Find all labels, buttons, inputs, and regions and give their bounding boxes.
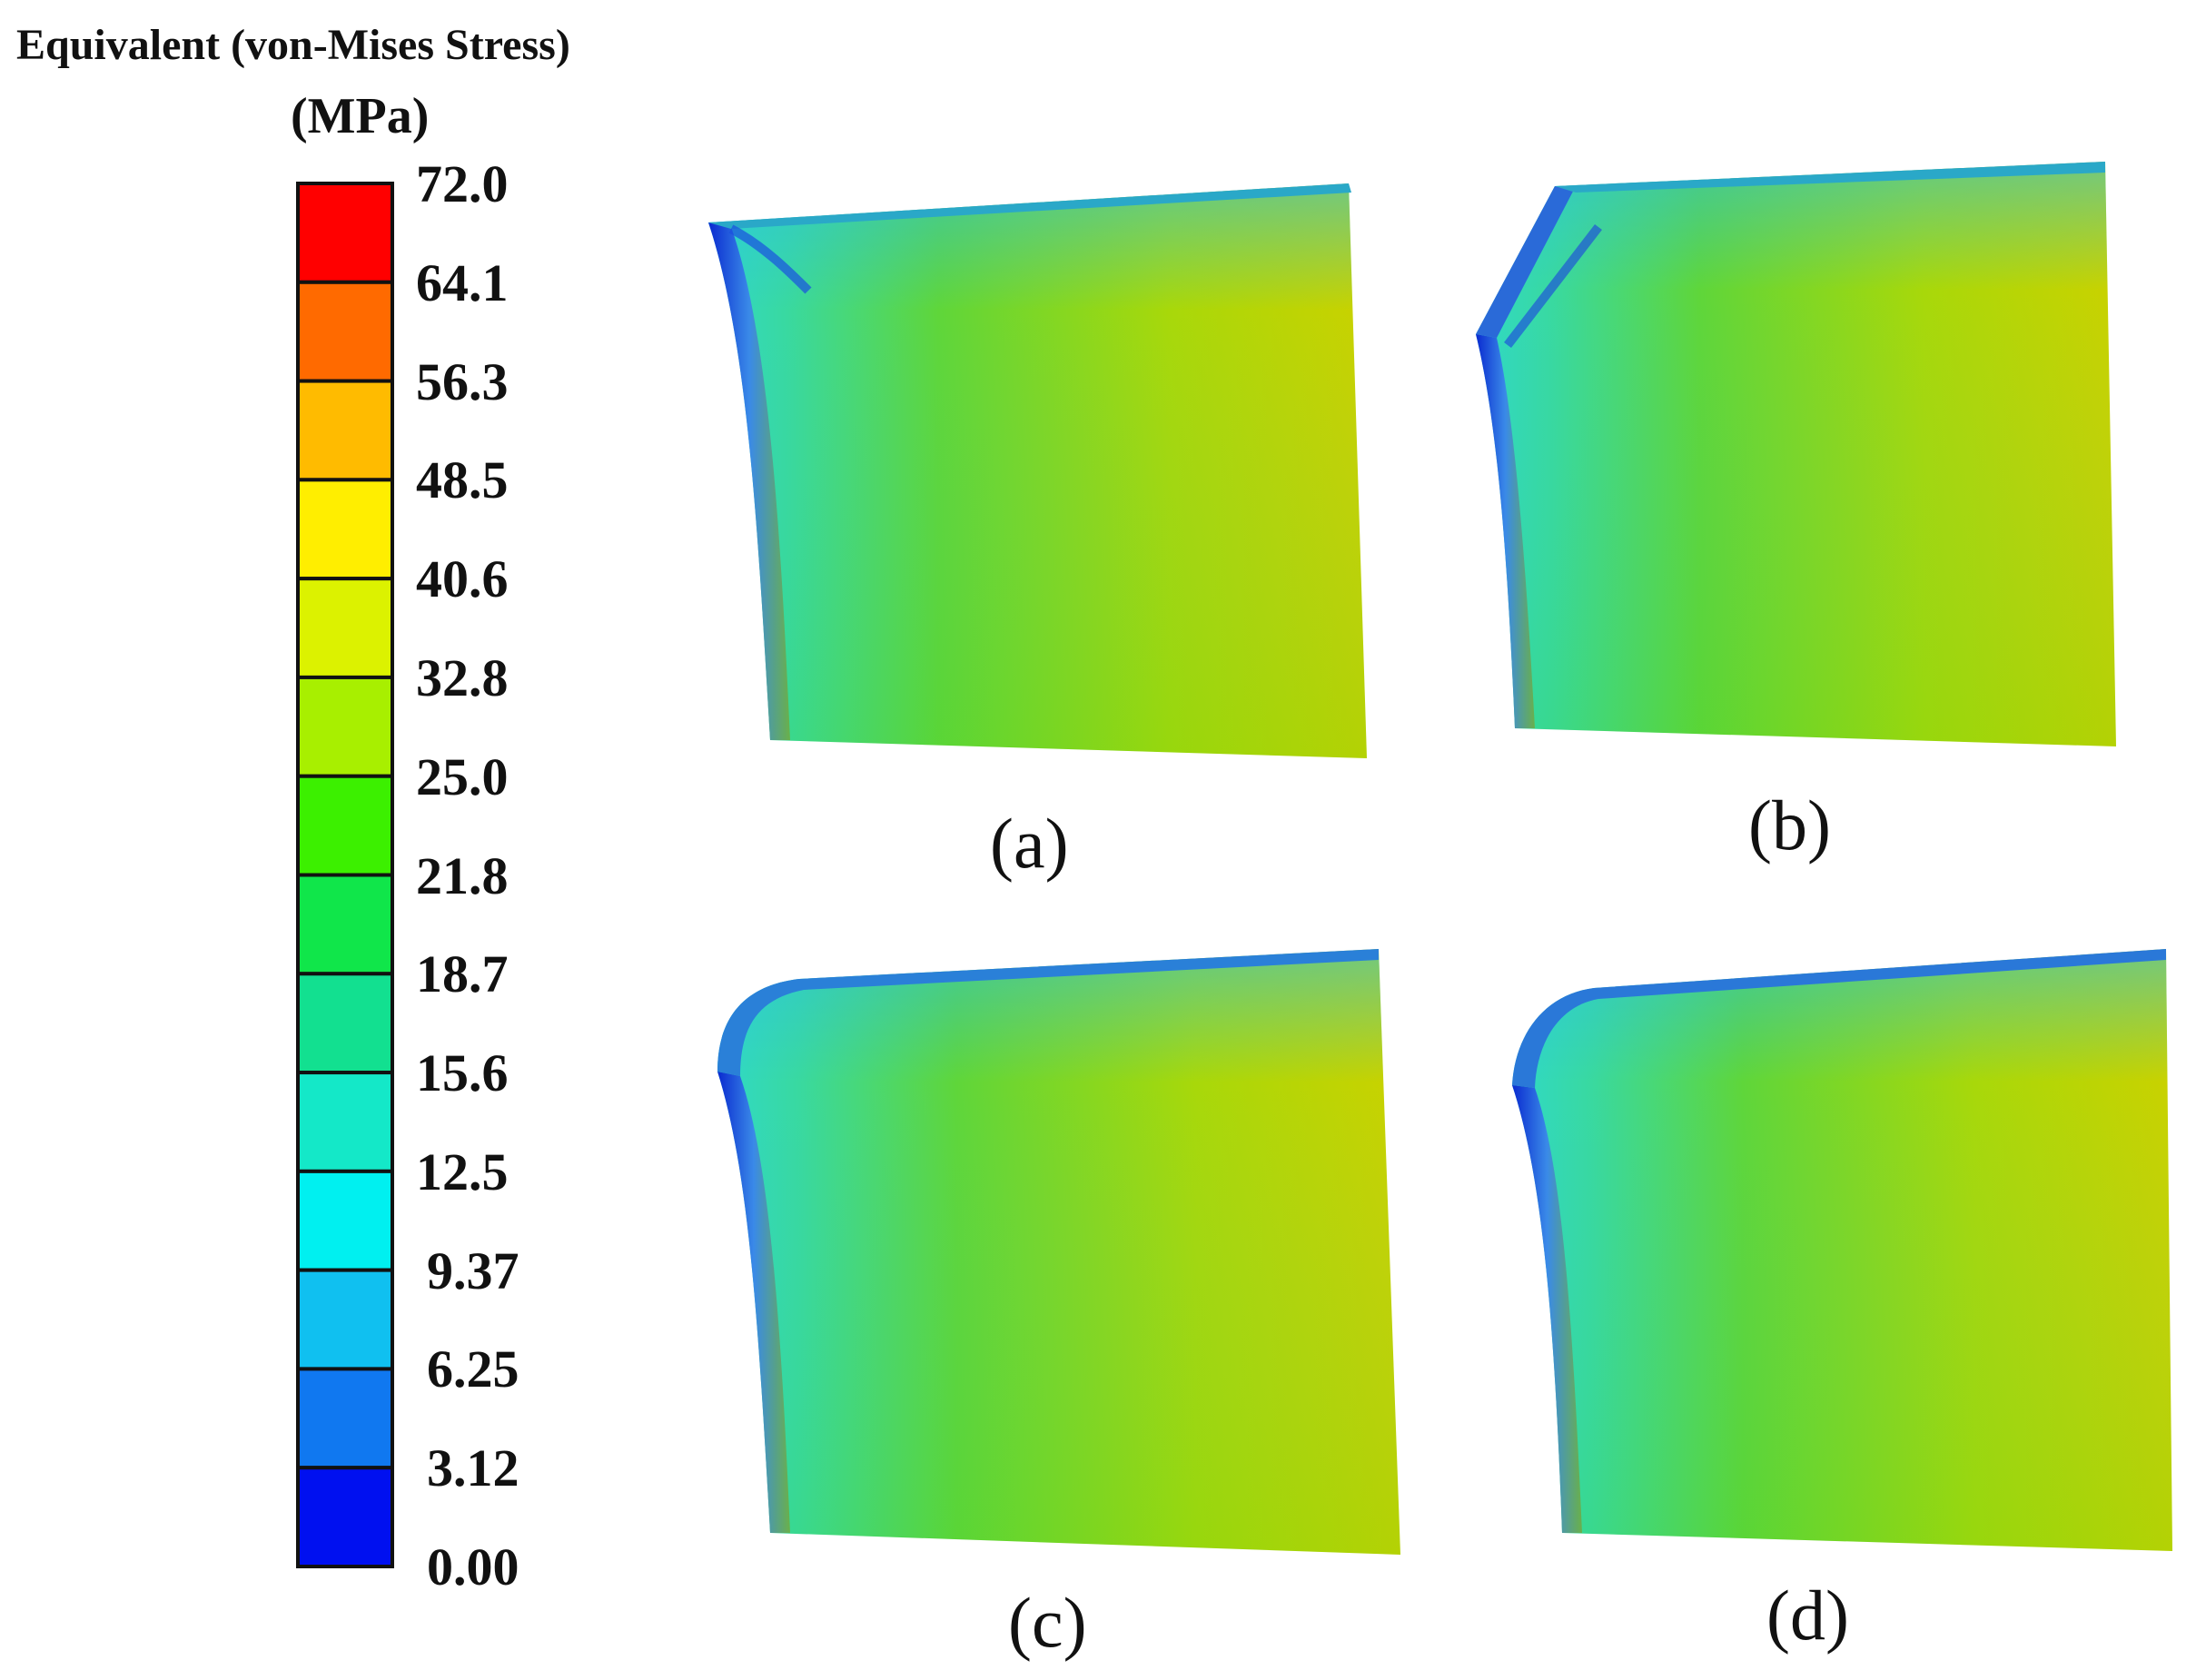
- colorbar-tick-label: 64.1: [416, 252, 509, 312]
- colorbar-band: [296, 1268, 394, 1371]
- colorbar-tick-label: 0.00: [427, 1537, 519, 1596]
- panel-label-a: (a): [990, 804, 1069, 883]
- colorbar-tick-label: 6.25: [427, 1339, 519, 1399]
- colorbar-tick-label: 40.6: [416, 549, 509, 609]
- legend-unit: (MPa): [291, 88, 430, 144]
- panel-label-b: (b): [1748, 786, 1831, 865]
- colorbar-tick-label: 3.12: [427, 1438, 519, 1498]
- colorbar-tick-label: 21.8: [416, 845, 509, 905]
- colorbar-band: [296, 1466, 394, 1568]
- colorbar-band: [296, 280, 394, 383]
- colorbar-band: [296, 774, 394, 877]
- panel-label-c: (c): [1008, 1583, 1087, 1662]
- colorbar-band: [296, 1367, 394, 1470]
- panel-b-model: [1476, 162, 2116, 746]
- colorbar-tick-label: 25.0: [416, 746, 509, 806]
- panel-d-model: [1512, 949, 2172, 1551]
- legend-title: Equivalent (von-Mises Stress): [16, 21, 570, 69]
- colorbar-band: [296, 1071, 394, 1173]
- colorbar-band: [296, 577, 394, 679]
- colorbar-band: [296, 675, 394, 778]
- colorbar-tick-label: 48.5: [416, 450, 509, 510]
- panel-a-model: [708, 183, 1367, 758]
- colorbar-band: [296, 873, 394, 976]
- colorbar-tick-label: 32.8: [416, 647, 509, 707]
- colorbar-tick-label: 9.37: [427, 1240, 519, 1300]
- colorbar-tick-label: 72.0: [416, 154, 509, 213]
- colorbar-tick-label: 12.5: [416, 1141, 509, 1201]
- panel-label-d: (d): [1766, 1576, 1849, 1655]
- colorbar-tick-label: 15.6: [416, 1043, 509, 1103]
- panel-c-model: [717, 949, 1400, 1555]
- colorbar-tick-label: 18.7: [416, 944, 509, 1004]
- colorbar-tick-label: 56.3: [416, 351, 509, 411]
- colorbar-band: [296, 379, 394, 482]
